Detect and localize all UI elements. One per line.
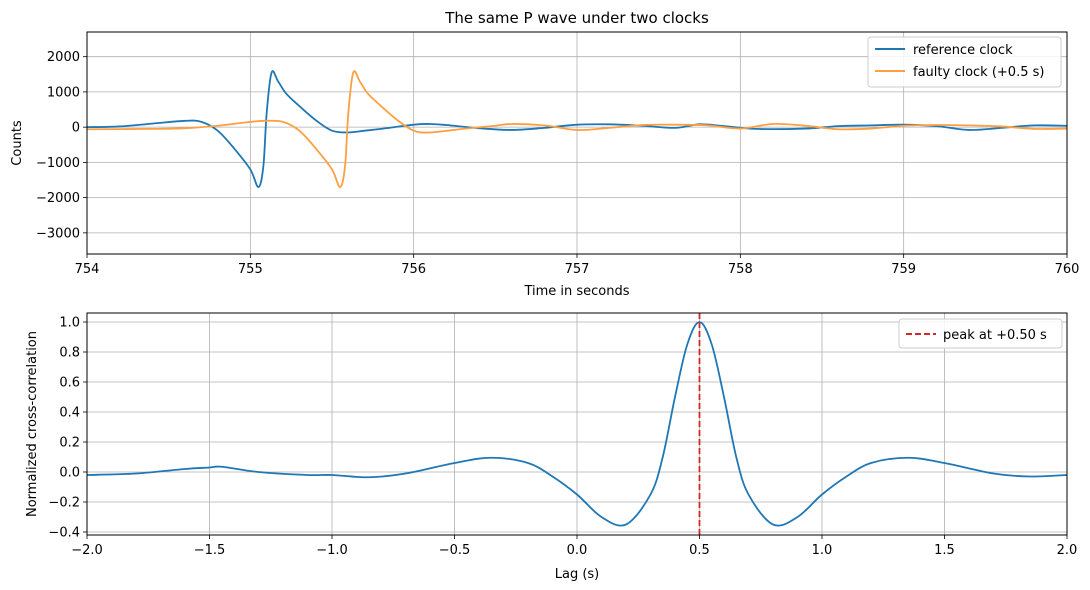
top-chart-legend-box [867, 36, 1062, 88]
legend-label-peak: peak at +0.50 s [943, 328, 1047, 343]
x-tick-label: 1.5 [934, 543, 955, 558]
y-tick-label: −0.2 [48, 496, 80, 511]
y-tick-label: 0.6 [59, 376, 80, 391]
x-tick-label: 2.0 [1057, 543, 1078, 558]
y-tick-label: 0.8 [59, 346, 80, 361]
bottom-chart-y-ticks: −0.4 −0.2 0.0 0.2 0.4 0.6 0.8 1.0 [48, 316, 87, 541]
y-tick-label: 2000 [47, 50, 80, 65]
x-tick-label: 760 [1055, 262, 1080, 277]
x-tick-label: 754 [75, 262, 100, 277]
top-chart-y-ticks: −3000 −2000 −1000 0 1000 2000 [36, 50, 87, 241]
top-chart-x-ticks: 754 755 756 757 758 759 760 [75, 254, 1080, 277]
series-line-faulty-clock-0-5-s- [86, 70, 1068, 188]
x-tick-label: 0.5 [689, 543, 710, 558]
y-tick-label: 0.4 [59, 406, 80, 421]
top-chart-ylabel: Counts [10, 120, 25, 166]
y-tick-label: 0.2 [59, 436, 80, 451]
x-tick-label: −1.5 [194, 543, 226, 558]
bottom-chart-grid [86, 313, 1068, 535]
y-tick-label: 0.0 [59, 466, 80, 481]
series-line-reference-clock [86, 70, 1068, 188]
x-tick-label: 1.0 [812, 543, 833, 558]
top-chart-title: The same P wave under two clocks [444, 9, 709, 27]
top-chart-series [86, 70, 1068, 188]
bottom-chart-legend-box [898, 318, 1063, 349]
x-tick-label: 756 [401, 262, 426, 277]
bottom-chart-x-ticks: −2.0 −1.5 −1.0 −0.5 0.0 0.5 1.0 1.5 2.0 [71, 535, 1077, 558]
y-tick-label: 0 [72, 121, 80, 136]
x-tick-label: −1.0 [316, 543, 348, 558]
series-line-cross-correlation [86, 321, 1068, 527]
x-tick-label: −2.0 [71, 543, 103, 558]
x-tick-label: 758 [728, 262, 753, 277]
x-tick-label: 0.0 [567, 543, 588, 558]
x-tick-label: −0.5 [439, 543, 471, 558]
legend-label-reference-clock: reference clock [913, 43, 1013, 58]
y-tick-label: −2000 [36, 191, 80, 206]
x-tick-label: 759 [891, 262, 916, 277]
x-tick-label: 757 [565, 262, 590, 277]
y-tick-label: 1000 [47, 85, 80, 100]
top-chart: The same P wave under two clocks 754 755 7… [10, 9, 1079, 299]
y-tick-label: −0.4 [48, 526, 80, 541]
y-tick-label: −3000 [36, 226, 80, 241]
bottom-chart-ylabel: Normalized cross-correlation [25, 331, 40, 517]
y-tick-label: −1000 [36, 156, 80, 171]
bottom-chart-xlabel: Lag (s) [555, 567, 600, 582]
x-tick-label: 755 [238, 262, 263, 277]
bottom-chart-series [86, 321, 1068, 527]
bottom-chart-legend: peak at +0.50 s [898, 318, 1063, 349]
top-chart-xlabel: Time in seconds [523, 284, 629, 299]
top-chart-legend: reference clock faulty clock (+0.5 s) [867, 36, 1062, 88]
y-tick-label: 1.0 [59, 316, 80, 331]
bottom-chart: −2.0 −1.5 −1.0 −0.5 0.0 0.5 1.0 1.5 2.0 −0.4 −0.2… [25, 312, 1077, 582]
legend-label-faulty-clock: faulty clock (+0.5 s) [913, 65, 1044, 80]
